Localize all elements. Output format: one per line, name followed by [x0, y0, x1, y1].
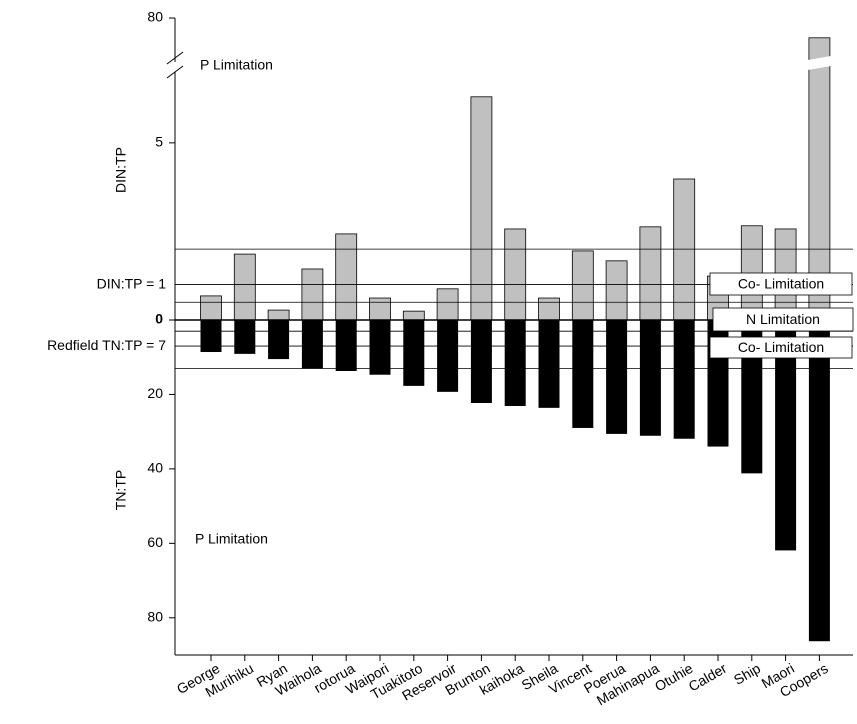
- annotation-box: [712, 307, 854, 332]
- bar: [538, 320, 560, 408]
- bar: [437, 320, 459, 392]
- annotation: P Limitation: [200, 57, 273, 73]
- bar: [369, 297, 391, 321]
- axis-break: [166, 65, 184, 79]
- bar: [200, 295, 222, 321]
- x-tick-label: Calder: [686, 660, 730, 695]
- bar: [571, 250, 594, 321]
- annotation: N Limitation: [746, 311, 820, 327]
- annotation: Co- Limitation: [738, 339, 824, 355]
- bar: [673, 320, 695, 439]
- bar: [234, 320, 256, 354]
- x-tick-label: Otuhie: [652, 660, 696, 695]
- bar: [436, 288, 459, 321]
- y-tick-label: 0: [155, 311, 163, 327]
- bar: [335, 233, 358, 321]
- reference-label: Redfield TN:TP = 7: [47, 337, 166, 353]
- annotation-box: [709, 272, 853, 296]
- bar: [572, 320, 594, 428]
- bar: [504, 228, 527, 321]
- y-tick-label: 40: [147, 460, 163, 476]
- x-tick-label: Ship: [731, 660, 763, 688]
- axis-break: [166, 51, 184, 65]
- bar: [233, 253, 256, 321]
- bar: [200, 320, 222, 353]
- y-tick-label: 20: [147, 385, 163, 401]
- bar: [606, 320, 628, 434]
- annotation: Co- Limitation: [738, 276, 824, 292]
- reference-label: DIN:TP = 1: [97, 275, 167, 291]
- annotation-box: [709, 336, 853, 359]
- bar: [538, 297, 560, 321]
- bar: [470, 96, 493, 321]
- bar: [504, 320, 526, 406]
- bar: [808, 320, 830, 642]
- y-tick-label: 80: [147, 608, 163, 624]
- bar: [470, 320, 492, 404]
- bar: [369, 320, 391, 375]
- bar: [639, 320, 661, 436]
- bar: [301, 320, 323, 369]
- bar: [403, 320, 425, 386]
- y-tick-label: 80: [147, 9, 163, 25]
- bar: [335, 320, 357, 371]
- bar: [301, 268, 324, 321]
- annotation: P Limitation: [195, 531, 268, 547]
- y-axis-title: DIN:TP: [113, 147, 129, 193]
- bar: [402, 310, 425, 321]
- bar: [605, 260, 628, 321]
- y-axis-title: TN:TP: [113, 470, 129, 510]
- y-tick-label: 60: [147, 534, 163, 550]
- bar: [639, 226, 662, 321]
- y-tick-label: 5: [155, 134, 163, 150]
- bar: [775, 320, 797, 551]
- bar: [267, 309, 290, 321]
- bar: [268, 320, 290, 360]
- axis-break-gap: [807, 56, 831, 70]
